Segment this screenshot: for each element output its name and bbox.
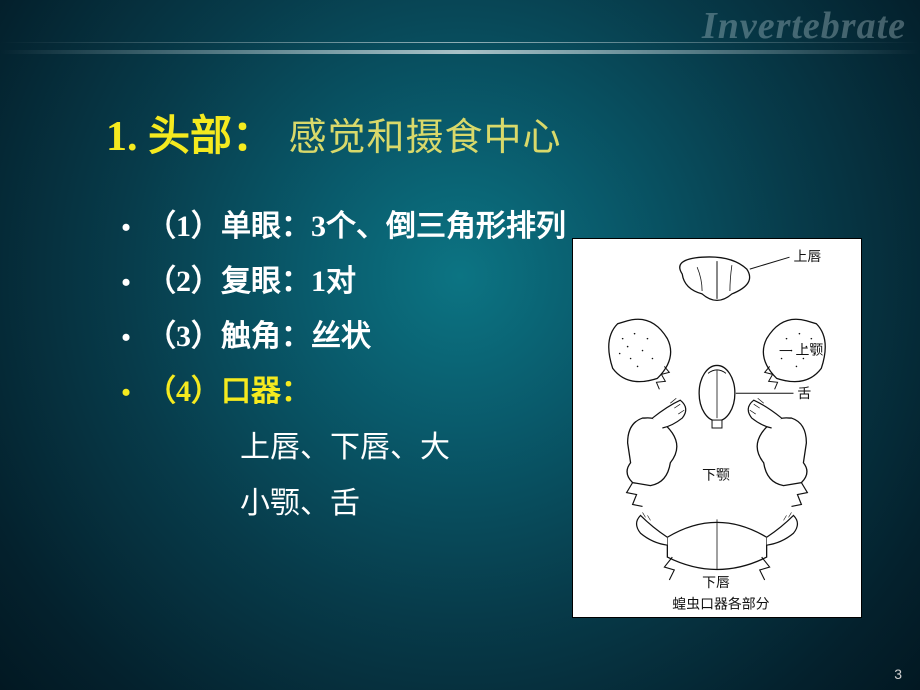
title-number: 1. [106, 114, 138, 160]
header-divider-thin [0, 42, 920, 43]
title-colon: ： [232, 114, 274, 160]
label-upper-jaw: 上颚 [795, 343, 823, 359]
label-top: 上唇 [793, 249, 821, 265]
diagram-svg: 上唇 上颚 [573, 239, 861, 617]
bullet-icon: • [106, 201, 146, 255]
title-main: 头部 [148, 114, 232, 160]
list-item-label: （3）触角：丝状 [146, 310, 371, 364]
subline-block: 上唇、下唇、大 小颚、舌 [240, 420, 450, 532]
bullet-list: • （1）单眼：3个、倒三角形排列 • （2）复眼：1对 • （3）触角：丝状 … [106, 200, 566, 420]
label-lower-jaw: 下颚 [702, 469, 730, 484]
list-item-label: （1）单眼：3个、倒三角形排列 [146, 200, 566, 254]
bullet-icon: • [106, 311, 146, 365]
label-lower-lip: 下唇 [702, 576, 730, 591]
bullet-icon: • [106, 256, 146, 310]
list-item: • （1）单眼：3个、倒三角形排列 [106, 200, 566, 255]
subline-text: 小颚、舌 [240, 476, 450, 532]
slide-title: 1. 头部： 感觉和摄食中心 [106, 102, 562, 163]
label-tongue: 舌 [797, 386, 811, 402]
list-item-label: （4）口器： [146, 365, 311, 419]
title-subtitle: 感觉和摄食中心 [289, 117, 562, 159]
mouthparts-diagram: 上唇 上颚 [572, 238, 862, 618]
list-item: • （2）复眼：1对 [106, 255, 566, 310]
list-item: • （4）口器： [106, 365, 566, 420]
page-number: 3 [894, 666, 902, 682]
bullet-icon: • [106, 366, 146, 420]
list-item: • （3）触角：丝状 [106, 310, 566, 365]
diagram-caption: 蝗虫口器各部分 [672, 597, 769, 613]
list-item-label: （2）复眼：1对 [146, 255, 356, 309]
header-divider-thick [0, 50, 920, 54]
subline-text: 上唇、下唇、大 [240, 420, 450, 476]
